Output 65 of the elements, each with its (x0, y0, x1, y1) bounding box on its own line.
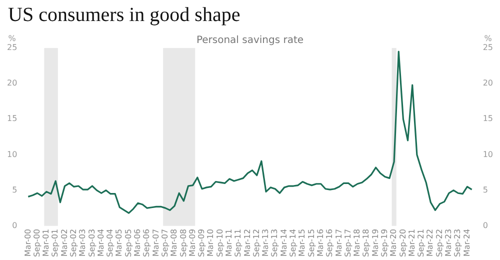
x-tick-label: Sep-10 (215, 228, 224, 258)
x-tick-label: Mar-21 (407, 228, 416, 257)
y2-tick-label: 25 (482, 43, 494, 52)
x-tick-label: Mar-00 (23, 228, 32, 257)
x-tick-label: Mar-22 (426, 228, 435, 257)
y2-tick-label: 15 (482, 114, 494, 124)
x-tick-label: Mar-07 (151, 228, 160, 257)
x-tick-label: Mar-08 (170, 228, 179, 257)
x-tick-label: Mar-19 (370, 228, 380, 257)
y-tick-label: 25 (6, 43, 18, 52)
chart-title: US consumers in good shape (8, 4, 240, 27)
x-tick-label: Mar-10 (206, 228, 216, 257)
x-tick-label: Sep-16 (325, 228, 334, 258)
x-tick-label: Sep-17 (343, 228, 352, 258)
x-tick-label: Mar-09 (188, 228, 197, 257)
y2-axis-title: % (484, 34, 492, 43)
y-tick-label: 5 (12, 185, 18, 194)
x-tick-label: Sep-08 (178, 228, 188, 258)
x-tick-label: Sep-21 (416, 228, 426, 258)
y-tick-label: 15 (6, 114, 18, 124)
y2-tick-label: 0 (482, 220, 488, 230)
y2-tick-label: 10 (482, 150, 494, 159)
x-tick-label: Mar-15 (298, 228, 307, 257)
y-tick-label: 0 (12, 220, 18, 230)
x-tick-label: Sep-11 (234, 228, 243, 258)
x-tick-label: Mar-18 (352, 228, 362, 257)
x-tick-label: Mar-06 (133, 228, 142, 257)
x-tick-label: Sep-23 (453, 228, 462, 258)
x-tick-label: Mar-17 (334, 228, 344, 257)
y-tick-label: 20 (6, 78, 18, 88)
x-tick-label: Sep-07 (160, 228, 170, 258)
x-tick-label: Mar-20 (389, 228, 398, 257)
x-tick-label: Mar-13 (261, 228, 270, 257)
x-tick-label: Mar-04 (96, 228, 106, 257)
x-tick-label: Sep-20 (398, 228, 408, 258)
x-tick-label: Sep-00 (32, 228, 42, 258)
x-tick-label: Sep-06 (142, 228, 152, 258)
x-tick-label: Sep-09 (197, 228, 206, 258)
chart-subtitle: Personal savings rate (196, 35, 304, 46)
y2-tick-label: 20 (482, 78, 494, 88)
x-tick-label: Sep-13 (270, 228, 280, 258)
x-tick-label: Sep-01 (50, 228, 60, 258)
x-tick-label: Mar-01 (42, 228, 51, 257)
x-tick-label: Mar-11 (224, 228, 234, 257)
x-tick-label: Mar-23 (444, 228, 454, 257)
x-tick-label: Mar-12 (242, 228, 252, 257)
x-tick-label: Sep-05 (124, 228, 133, 258)
y-axis-title: % (8, 34, 16, 43)
x-tick-label: Sep-19 (380, 228, 389, 258)
x-tick-label: Mar-16 (316, 228, 325, 257)
x-tick-label: Sep-04 (106, 228, 115, 258)
x-tick-label: Sep-14 (288, 228, 298, 258)
y-tick-label: 10 (6, 150, 18, 159)
x-tick-label: Mar-03 (78, 228, 88, 257)
x-tick-label: Sep-18 (362, 228, 371, 258)
x-tick-label: Mar-24 (462, 228, 472, 257)
x-tick-label: Sep-02 (68, 228, 78, 258)
x-tick-label: Sep-15 (306, 228, 316, 258)
x-tick-label: Sep-12 (252, 228, 261, 258)
y2-tick-label: 5 (482, 185, 488, 194)
x-tick-label: Mar-14 (279, 228, 288, 257)
x-tick-label: Sep-03 (87, 228, 96, 258)
x-tick-label: Mar-02 (60, 228, 69, 257)
x-tick-label: Mar-05 (114, 228, 124, 257)
x-tick-label: Sep-22 (434, 228, 444, 258)
